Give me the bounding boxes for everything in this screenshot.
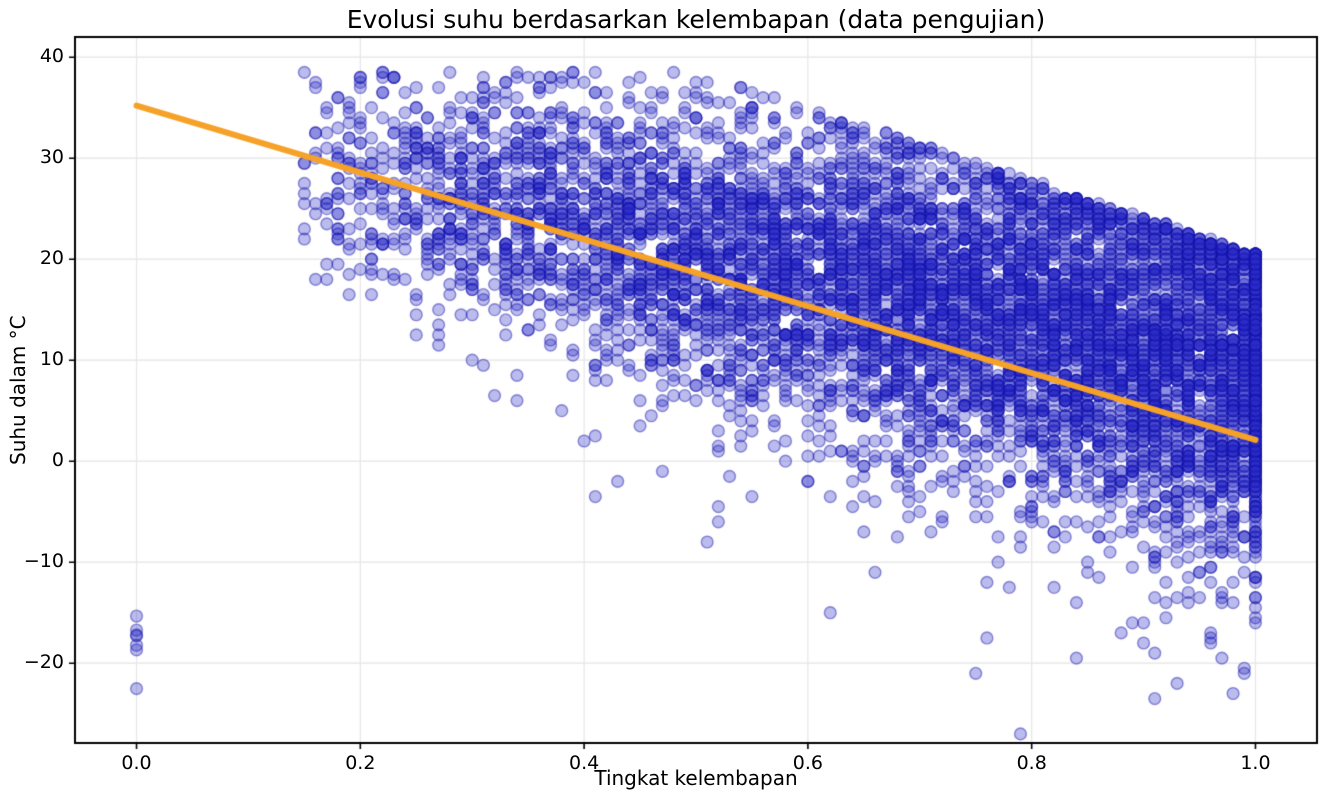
y-tick-label: 40 xyxy=(39,45,64,68)
x-tick-label: 0.4 xyxy=(568,752,600,774)
y-tick-label: 20 xyxy=(39,247,64,270)
x-tick-label: 0.0 xyxy=(121,752,152,774)
x-tick-label: 0.6 xyxy=(792,752,823,774)
y-tick-label: 30 xyxy=(39,146,64,169)
y-tick-label: −10 xyxy=(23,550,64,573)
x-axis-label: Tingkat kelembapan xyxy=(594,766,798,790)
y-tick-label: −20 xyxy=(23,651,64,674)
x-tick-label: 1.0 xyxy=(1240,752,1271,774)
chart-title: Evolusi suhu berdasarkan kelembapan (dat… xyxy=(346,5,1046,34)
y-tick-label: 10 xyxy=(39,348,64,371)
x-tick-label: 0.2 xyxy=(345,752,376,774)
x-tick-label: 0.8 xyxy=(1016,752,1047,774)
y-axis-label: Suhu dalam °C xyxy=(6,315,30,465)
y-tick-label: 0 xyxy=(51,449,64,472)
